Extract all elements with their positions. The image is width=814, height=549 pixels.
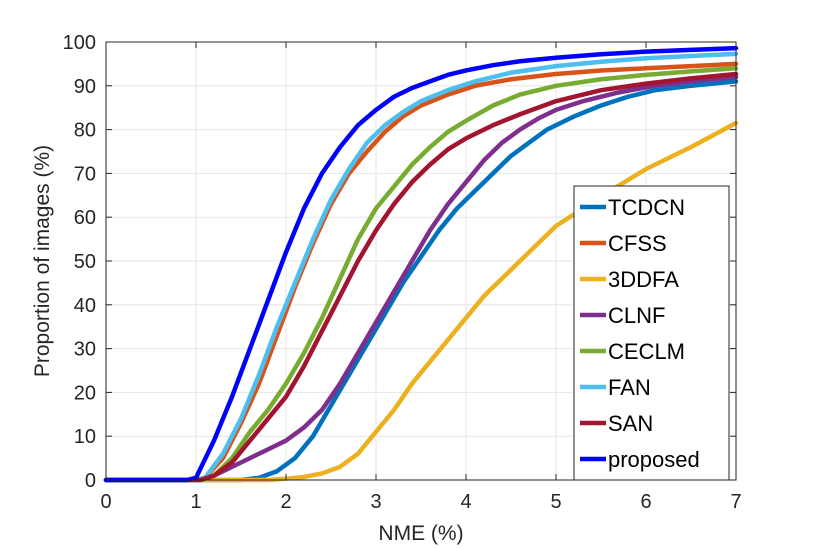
legend-label-fan: FAN (608, 375, 651, 400)
y-tick-label: 70 (74, 163, 96, 185)
x-axis-label: NME (%) (378, 522, 463, 545)
y-tick-label: 50 (74, 251, 96, 273)
legend: TCDCN CFSS 3DDFA CLNF CECLM FAN SAN proposed (573, 185, 730, 481)
y-tick-label: 20 (74, 382, 96, 404)
x-tick-label: 3 (370, 491, 381, 513)
legend-box (573, 185, 730, 481)
x-tick-label: 7 (730, 491, 741, 513)
y-tick-label: 60 (74, 207, 96, 229)
y-tick-label: 30 (74, 339, 96, 361)
legend-label-san: SAN (608, 411, 653, 436)
x-tick-label: 5 (550, 491, 561, 513)
y-tick-label: 100 (63, 32, 96, 54)
series-line-proposed (103, 45, 739, 483)
x-tick-label: 4 (460, 491, 471, 513)
series-line-san (103, 71, 739, 483)
legend-label-cfss: CFSS (608, 231, 667, 256)
y-tick-label: 0 (85, 470, 96, 492)
x-tick-label: 1 (190, 491, 201, 513)
legend-label-clnf: CLNF (608, 303, 665, 328)
x-tick-label: 0 (100, 491, 111, 513)
series-line-tcdcn (103, 79, 739, 483)
legend-label-ceclm: CECLM (608, 339, 685, 364)
legend-label-3ddfa: 3DDFA (608, 267, 679, 292)
x-tick-label: 6 (640, 491, 651, 513)
x-tick-label: 2 (280, 491, 291, 513)
y-tick-label: 90 (74, 76, 96, 98)
series-line-clnf (103, 74, 739, 483)
legend-label-tcdcn: TCDCN (608, 195, 685, 220)
y-tick-label: 40 (74, 295, 96, 317)
series-line-fan (103, 51, 739, 483)
axes (105, 41, 737, 481)
series-line-ceclm (103, 66, 739, 483)
y-tick-label: 10 (74, 426, 96, 448)
legend-label-proposed: proposed (608, 447, 700, 472)
y-axis-label: Proportion of images (%) (31, 145, 54, 377)
y-tick-label: 80 (74, 120, 96, 142)
